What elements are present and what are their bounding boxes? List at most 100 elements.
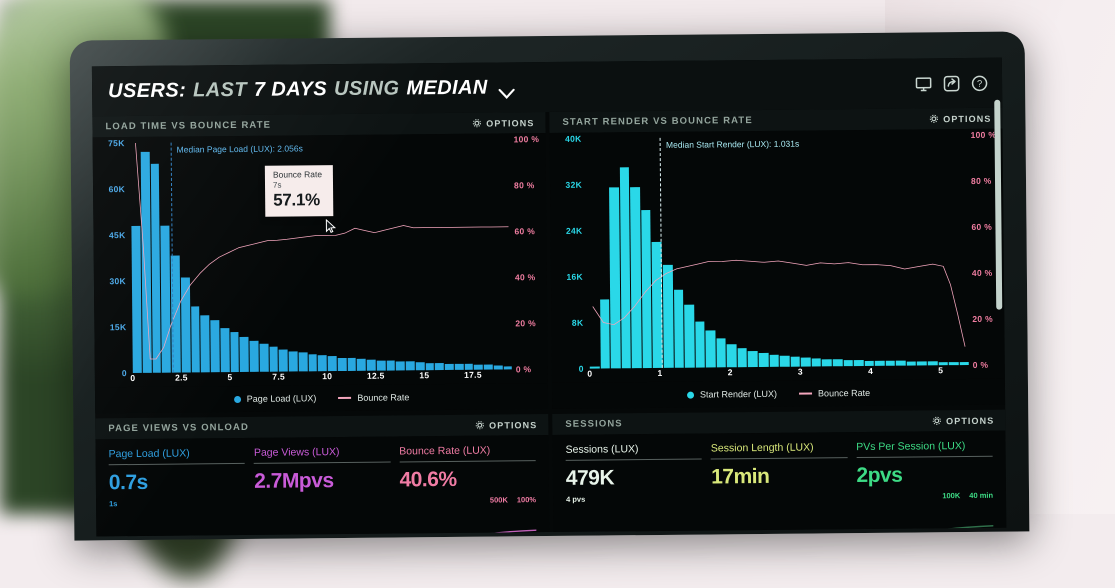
- panel-title: SESSIONS: [565, 418, 622, 430]
- options-button-load-time[interactable]: OPTIONS: [472, 118, 534, 129]
- title-aggregation: MEDIAN: [406, 76, 488, 100]
- y2-tick-label: 80 %: [971, 176, 992, 186]
- metric-sparkline: [109, 530, 246, 536]
- y2-tick-label: 100 %: [514, 134, 540, 144]
- y-tick-label: 32K: [565, 180, 582, 190]
- y2-tick-label: 20 %: [515, 318, 536, 328]
- tooltip-value: 57.1%: [273, 190, 325, 210]
- options-label: OPTIONS: [946, 415, 994, 425]
- legend-dot-icon: [687, 391, 694, 398]
- y-tick-label: 15K: [110, 322, 127, 332]
- secondary-y-axis-labels: 0 %20 %40 %60 %80 %100 %: [512, 133, 548, 383]
- y2-tick-label: 100 %: [971, 130, 997, 140]
- legend-item[interactable]: Bounce Rate: [338, 392, 409, 403]
- options-button-page-views[interactable]: OPTIONS: [475, 420, 537, 431]
- chart-tooltip: Bounce Rate 7s 57.1%: [265, 165, 333, 216]
- x-tick-label: 2.5: [175, 372, 188, 382]
- legend-item[interactable]: Page Load (LUX): [234, 393, 317, 404]
- y-tick-label: 16K: [566, 272, 583, 282]
- metric-value: 2pvs: [856, 463, 993, 488]
- chevron-down-icon[interactable]: [498, 82, 515, 93]
- metric-footnote-item: 40 min: [969, 491, 993, 500]
- laptop-device: USERS: LAST 7 DAYS USING MEDIAN ?: [70, 31, 1030, 540]
- metric-divider: [856, 456, 992, 458]
- metric-value: 2.7Mpvs: [254, 469, 391, 494]
- y-tick-label: 40K: [565, 134, 582, 144]
- options-label: OPTIONS: [943, 113, 991, 123]
- x-tick-label: 2: [728, 367, 733, 377]
- panel-title: START RENDER VS BOUNCE RATE: [562, 115, 752, 128]
- legend-line-icon: [338, 397, 351, 399]
- metric-value: 17min: [711, 464, 848, 489]
- panel-title: LOAD TIME VS BOUNCE RATE: [105, 120, 271, 133]
- gear-icon: [929, 114, 938, 123]
- metric-label: Session Length (LUX): [711, 441, 847, 458]
- metrics-row: PAGE VIEWS VS ONLOAD OPTIONS Page Load (…: [95, 410, 1006, 537]
- y-tick-label: 24K: [566, 226, 583, 236]
- gear-icon: [472, 119, 481, 128]
- gear-icon: [932, 416, 941, 425]
- legend-label: Page Load (LUX): [247, 393, 317, 404]
- title-range: 7 DAYS: [254, 78, 327, 102]
- y-tick-label: 0: [579, 364, 584, 374]
- legend-item[interactable]: Start Render (LUX): [687, 389, 777, 400]
- metric-card[interactable]: Session Length (LUX) 17min: [711, 441, 848, 536]
- metric-card[interactable]: PVs Per Session (LUX) 2pvs 100K 40 min: [856, 440, 993, 537]
- x-tick-label: 7.5: [272, 372, 285, 382]
- y-tick-label: 75K: [108, 138, 125, 148]
- metric-sparkline: [400, 527, 537, 536]
- metric-divider: [566, 459, 702, 461]
- share-icon[interactable]: [943, 75, 960, 92]
- options-button-sessions[interactable]: OPTIONS: [932, 415, 994, 426]
- metric-footnote-item: 100K: [942, 491, 960, 500]
- tooltip-title: Bounce Rate: [273, 170, 325, 180]
- title-last: LAST: [193, 78, 247, 102]
- x-tick-label: 17.5: [464, 370, 482, 380]
- title-using: USING: [334, 77, 400, 101]
- metric-label: Bounce Rate (LUX): [399, 444, 535, 461]
- chart-legend: Start Render (LUX) Bounce Rate: [552, 379, 1005, 409]
- metric-footnote-item: 1s: [109, 499, 117, 508]
- legend-line-icon: [799, 392, 812, 394]
- metric-label: PVs Per Session (LUX): [856, 440, 992, 457]
- x-tick-label: 3: [798, 367, 803, 377]
- tooltip-subtitle: 7s: [273, 180, 325, 189]
- monitor-icon[interactable]: [915, 75, 932, 92]
- metric-sparkline: [255, 529, 392, 537]
- x-tick-label: 15: [419, 370, 429, 380]
- metric-divider: [254, 462, 390, 464]
- metric-footnote: 4 pvs: [566, 494, 702, 504]
- help-icon[interactable]: ?: [971, 74, 988, 91]
- options-button-start-render[interactable]: OPTIONS: [929, 113, 991, 124]
- y-tick-label: 8K: [572, 318, 584, 328]
- cursor-pointer-icon: [325, 219, 336, 233]
- metric-value: 479K: [566, 466, 703, 491]
- legend-item[interactable]: Bounce Rate: [799, 388, 870, 399]
- dashboard-header: USERS: LAST 7 DAYS USING MEDIAN ?: [92, 58, 1002, 117]
- panel-start-render-vs-bounce-rate: START RENDER VS BOUNCE RATE OPTIONS 0 8K 1…: [549, 108, 1005, 409]
- page-title[interactable]: USERS: LAST 7 DAYS USING MEDIAN: [108, 76, 515, 103]
- x-tick-label: 0: [587, 369, 592, 379]
- legend-label: Start Render (LUX): [700, 389, 777, 400]
- panel-title: PAGE VIEWS VS ONLOAD: [108, 422, 249, 434]
- metric-label: Page Load (LUX): [109, 447, 245, 464]
- gear-icon: [475, 421, 484, 430]
- metric-card[interactable]: Page Views (LUX)2.7Mpvs: [254, 446, 391, 537]
- legend-label: Bounce Rate: [818, 388, 870, 398]
- y2-tick-label: 40 %: [515, 272, 536, 282]
- median-marker-label: Median Start Render (LUX): 1.031s: [666, 139, 799, 150]
- x-tick-label: 5: [938, 365, 943, 375]
- metric-divider: [711, 457, 847, 459]
- metric-footnote-item: 500K: [490, 495, 508, 504]
